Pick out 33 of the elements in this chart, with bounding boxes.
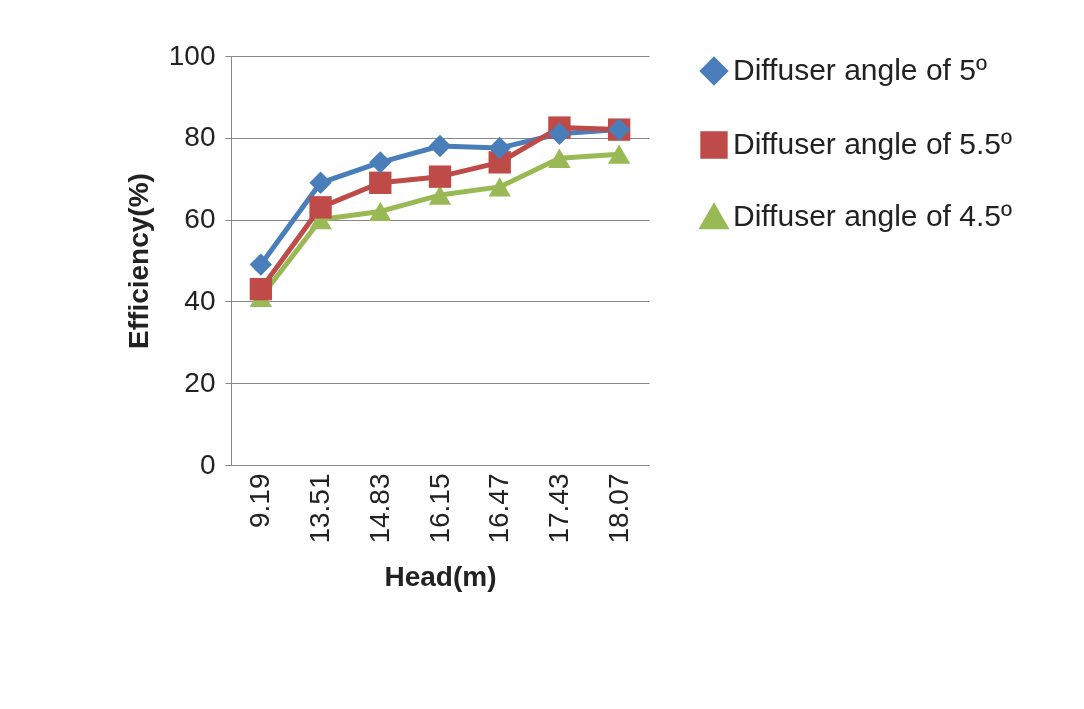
y-tick-label: 100 xyxy=(168,39,216,71)
y-tick-label: 60 xyxy=(184,203,216,235)
x-tick-label: 14.83 xyxy=(363,473,395,544)
x-tick-label: 9.19 xyxy=(244,473,276,528)
y-axis-title: Efficiency(%) xyxy=(122,173,154,349)
point xyxy=(548,148,571,168)
point xyxy=(309,196,332,219)
point xyxy=(369,171,392,194)
point xyxy=(428,185,452,205)
point xyxy=(369,201,392,222)
x-tick-label: 18.07 xyxy=(602,473,634,544)
y-tick-label: 20 xyxy=(184,366,216,398)
x-axis-title: Head(m) xyxy=(384,560,497,592)
y-tick-label: 80 xyxy=(184,121,216,153)
point xyxy=(488,177,511,197)
legend-label: Diffuser angle of 5º xyxy=(733,53,987,86)
point xyxy=(249,277,273,301)
x-tick-label: 13.51 xyxy=(304,473,336,544)
point xyxy=(548,122,571,145)
point xyxy=(309,171,332,194)
point xyxy=(428,165,452,188)
point xyxy=(488,136,511,160)
x-tick-label: 17.43 xyxy=(542,473,574,544)
point xyxy=(369,151,392,174)
y-tick-label: 40 xyxy=(184,284,216,316)
x-tick-label: 16.15 xyxy=(423,473,455,544)
point xyxy=(428,134,452,158)
point xyxy=(249,253,273,276)
x-tick-label: 16.47 xyxy=(483,473,515,544)
legend-label: Diffuser angle of 4.5º xyxy=(733,199,1012,232)
legend-label: Diffuser angle of 5.5º xyxy=(733,127,1012,160)
point xyxy=(607,144,631,164)
y-tick-label: 0 xyxy=(199,448,216,480)
